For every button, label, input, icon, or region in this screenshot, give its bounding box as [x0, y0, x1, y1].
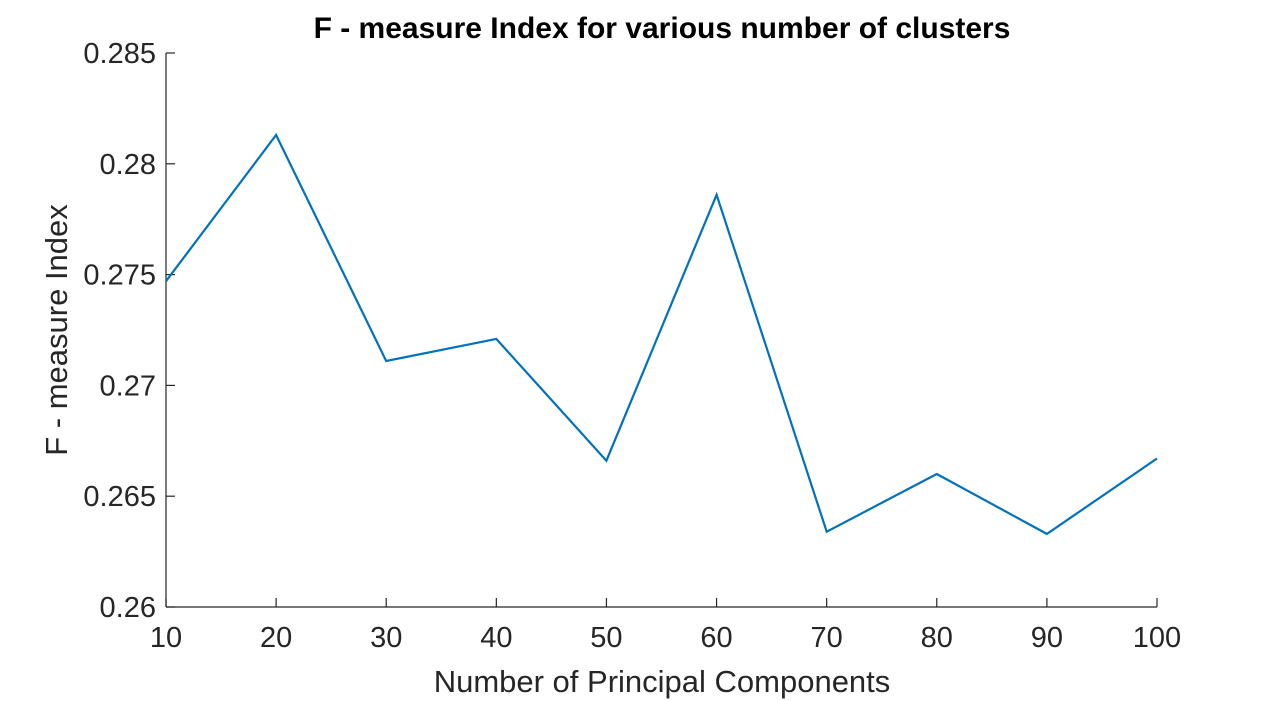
x-tick-label: 40	[480, 622, 512, 654]
axes	[165, 53, 1157, 608]
x-tick-label: 60	[700, 622, 732, 654]
y-tick-label: 0.28	[100, 149, 156, 181]
chart-title: F - measure Index for various number of …	[314, 12, 1011, 45]
y-tick-label: 0.275	[83, 260, 156, 292]
y-axis-ticks: 0.26 0.265 0.27 0.275 0.28 0.285	[83, 38, 175, 624]
x-tick-label: 20	[260, 622, 292, 654]
y-tick-label: 0.265	[83, 481, 156, 513]
y-axis-label: F - measure Index	[39, 204, 74, 456]
series-group	[165, 132, 1158, 536]
x-tick-label: 90	[1031, 622, 1063, 654]
x-tick-label: 10	[150, 622, 182, 654]
x-axis-ticks: 10 20 30 40 50 60 70 80 90 100	[150, 598, 1181, 654]
x-axis-label: Number of Principal Components	[434, 664, 891, 699]
x-tick-label: 50	[590, 622, 622, 654]
series-line	[165, 132, 1158, 536]
x-tick-label: 70	[811, 622, 843, 654]
x-tick-label: 30	[370, 622, 402, 654]
y-tick-label: 0.285	[83, 38, 156, 70]
y-tick-label: 0.27	[100, 370, 156, 402]
y-tick-label: 0.26	[100, 592, 156, 624]
x-tick-label: 100	[1133, 622, 1181, 654]
x-tick-label: 80	[921, 622, 953, 654]
